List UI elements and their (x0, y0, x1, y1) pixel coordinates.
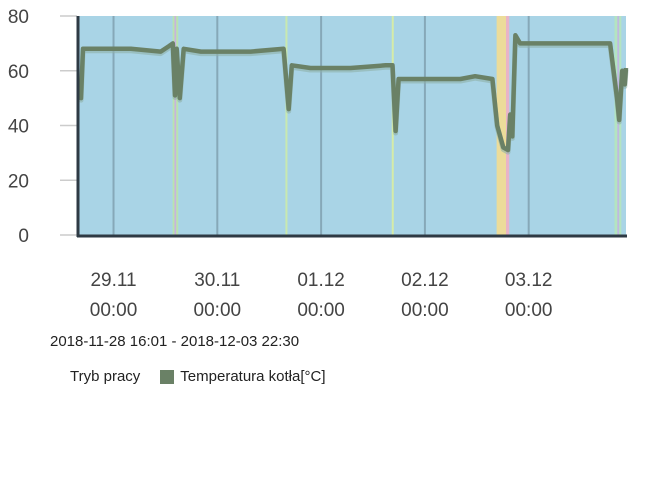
x-tick-label: 00:00 (401, 300, 449, 321)
mode-band (176, 16, 179, 235)
mode-band (617, 16, 620, 235)
legend-label: Tryb pracy (70, 368, 141, 385)
series-layer (76, 32, 629, 155)
x-tick-label: 03.12 (505, 270, 553, 291)
legend-label: Temperatura kotła[°C] (180, 368, 326, 385)
series-line-temperatura (76, 32, 629, 153)
chart: 0 20 40 60 80 29.11 00:00 30.11 00:00 01.12 00:00… (8, 7, 629, 321)
x-tick-label: 00:00 (90, 300, 138, 321)
mode-band (172, 16, 175, 235)
x-tick-label: 00:00 (505, 300, 553, 321)
legend: Tryb pracy Temperatura kotła[°C] (70, 368, 346, 385)
legend-item-tryb-pracy[interactable]: Tryb pracy (70, 368, 140, 385)
y-tick-label: 80 (8, 7, 29, 28)
x-tick-label: 29.11 (90, 270, 136, 291)
legend-swatch-icon (160, 369, 175, 384)
mode-band (174, 16, 177, 235)
y-tick-label: 60 (8, 62, 29, 83)
x-tick-label: 02.12 (401, 270, 449, 291)
y-tick-label: 20 (8, 171, 29, 192)
date-range-label: 2018-11-28 16:01 - 2018-12-03 22:30 (50, 333, 300, 350)
mode-band (496, 16, 506, 235)
x-tick-label: 00:00 (194, 300, 242, 321)
plot-background (79, 16, 626, 235)
mode-band (285, 16, 288, 235)
x-tick-label: 30.11 (194, 270, 240, 291)
x-tick-label: 01.12 (297, 270, 345, 291)
x-tick-label: 00:00 (297, 300, 345, 321)
mode-band (614, 16, 618, 235)
x-axis: 29.11 00:00 30.11 00:00 01.12 00:00 02.12 00:00… (90, 270, 553, 321)
legend-item-temperatura[interactable]: Temperatura kotła[°C] (160, 368, 326, 385)
mode-band (619, 16, 622, 235)
y-axis: 0 20 40 60 80 (8, 7, 77, 247)
y-tick-label: 0 (18, 226, 29, 247)
y-tick-label: 40 (8, 117, 29, 138)
